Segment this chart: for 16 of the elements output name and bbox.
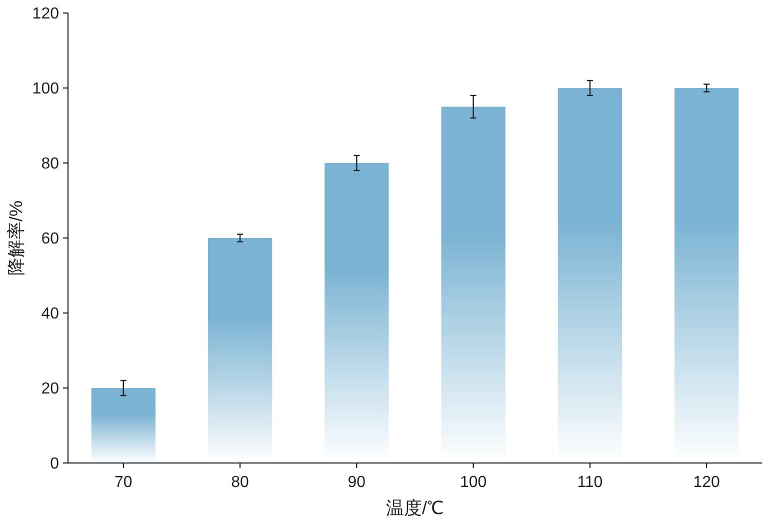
y-axis-title: 降解率/% [6, 200, 26, 276]
x-tick-label: 110 [577, 474, 603, 491]
y-tick-label: 0 [50, 456, 60, 473]
y-tick-label: 120 [32, 6, 60, 23]
bar [91, 388, 156, 463]
x-tick-label: 120 [693, 474, 720, 491]
x-tick-label: 90 [348, 474, 366, 491]
y-tick-label: 40 [41, 306, 60, 323]
y-tick-label: 20 [41, 380, 60, 398]
y-tick-label: 60 [41, 230, 60, 248]
y-tick-label: 100 [32, 80, 60, 98]
y-tick-label: 80 [41, 156, 60, 173]
x-axis-title: 温度/℃ [386, 498, 444, 518]
x-tick-label: 100 [460, 474, 487, 491]
x-tick-label: 80 [231, 474, 250, 491]
x-tick-label: 70 [114, 474, 132, 491]
